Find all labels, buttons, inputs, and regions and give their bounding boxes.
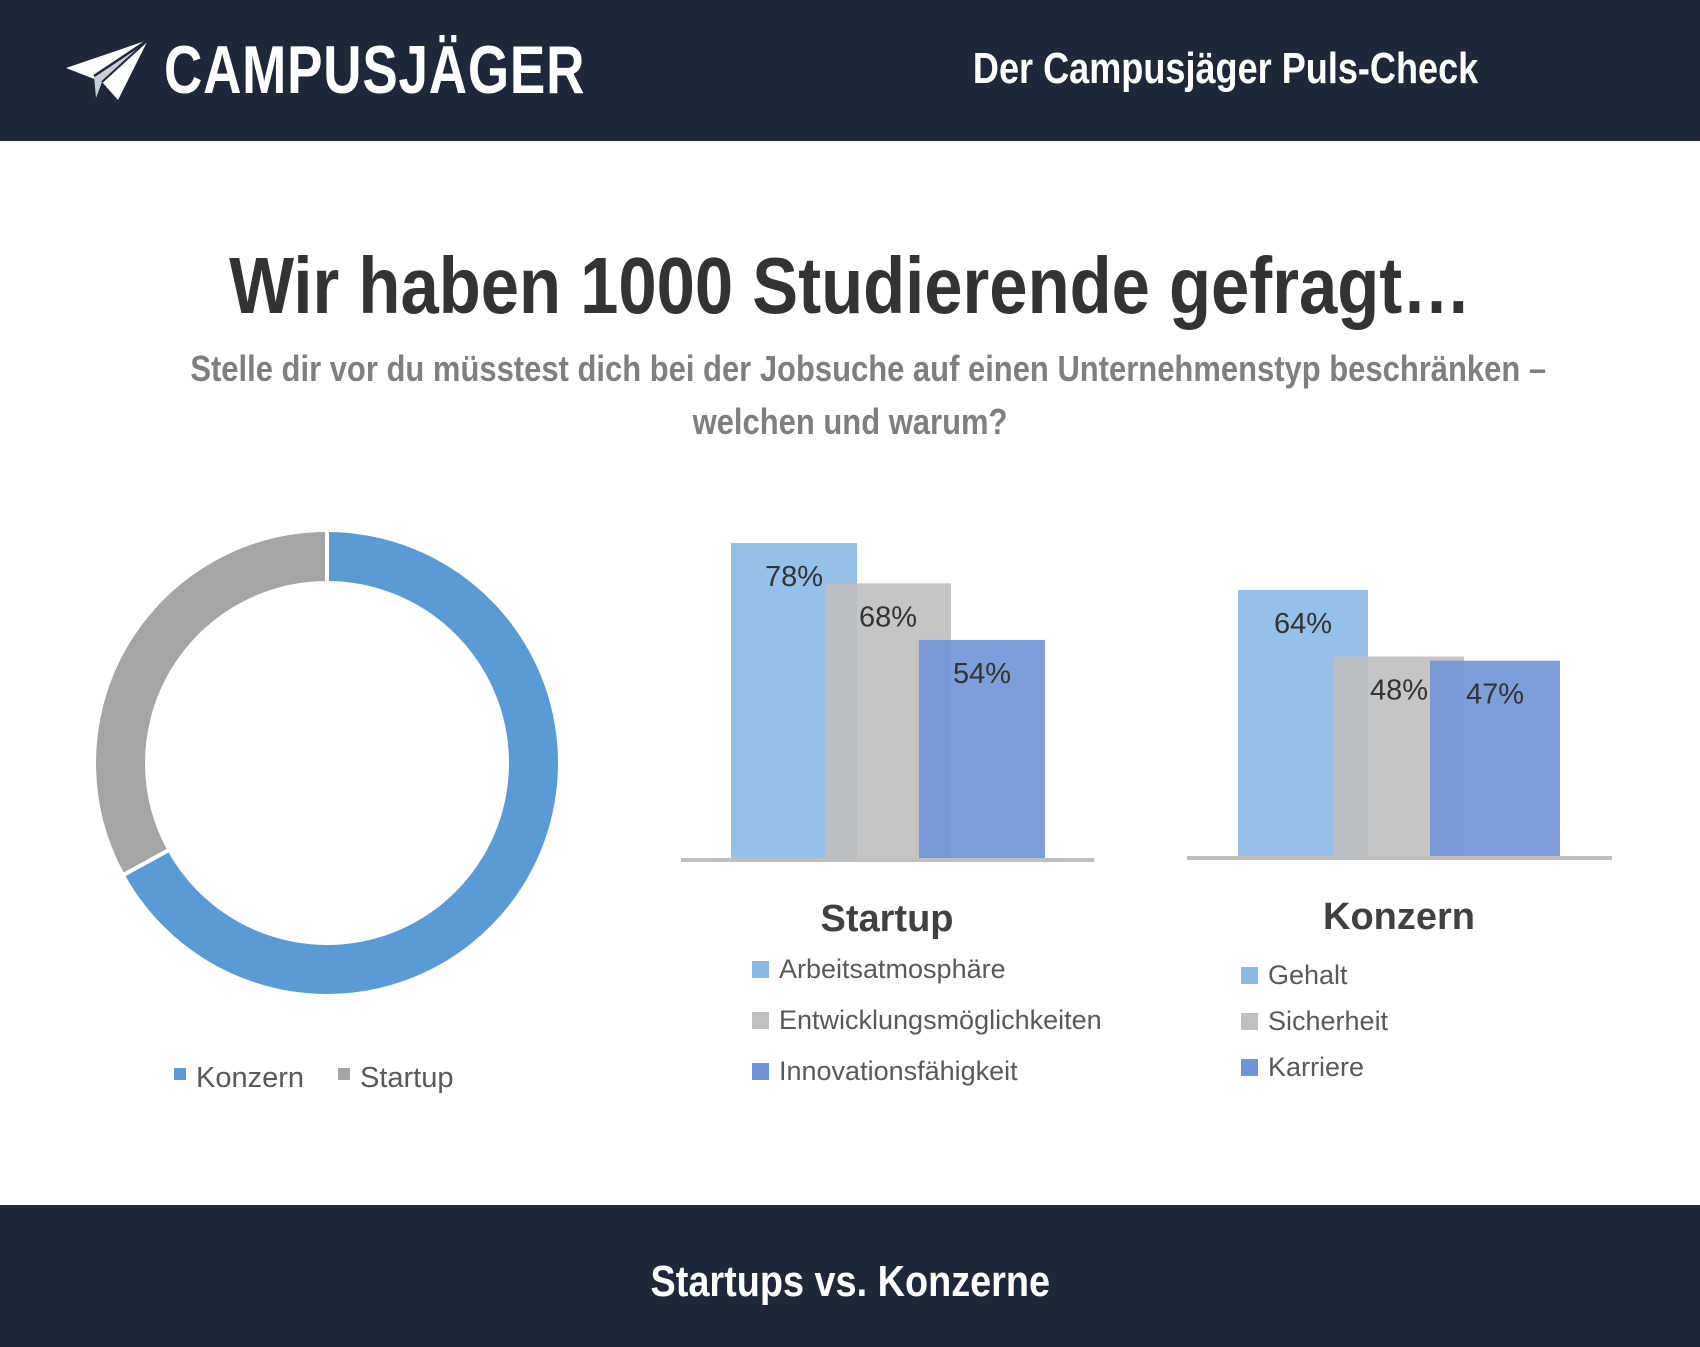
legend-swatch-sicherheit xyxy=(1241,1013,1258,1030)
bar-chart-title: Konzern xyxy=(1323,896,1475,938)
legend-swatch-innovationsfähigkeit xyxy=(752,1063,769,1080)
legend-label-arbeitsatmosphäre: Arbeitsatmosphäre xyxy=(779,954,1006,984)
legend-swatch-karriere xyxy=(1241,1059,1258,1076)
paper-plane-icon xyxy=(66,40,148,100)
bar-data-label: 54% xyxy=(953,658,1011,690)
header-bar: CAMPUSJÄGER Der Campusjäger Puls-Check xyxy=(0,0,1700,141)
donut-legend-swatch-startup xyxy=(338,1068,350,1080)
logo[interactable]: CAMPUSJÄGER xyxy=(66,30,704,110)
donut-legend-label-startup: Startup xyxy=(360,1062,454,1094)
header-tagline: Der Campusjäger Puls-Check xyxy=(972,44,1478,93)
footer-text: Startups vs. Konzerne xyxy=(650,1257,1050,1306)
bar-chart-title: Startup xyxy=(821,898,954,940)
bar-data-label: 68% xyxy=(859,601,917,633)
donut-legend-label-konzern: Konzern xyxy=(196,1062,304,1094)
footer-bar: Startups vs. Konzerne xyxy=(0,1205,1700,1347)
bar-innovationsfähigkeit xyxy=(919,639,1045,858)
bar-karriere xyxy=(1430,660,1560,856)
konzern-bar-chart: 64% 48% 47% Konzern Gehalt Sicherheit Karriere xyxy=(1187,590,1612,1082)
legend-swatch-gehalt xyxy=(1241,967,1258,984)
logo-text: CAMPUSJÄGER xyxy=(164,32,586,108)
x-axis-line xyxy=(681,858,1094,862)
bar-data-label: 48% xyxy=(1370,675,1428,707)
subtitle-line-1: Stelle dir vor du müsstest dich bei der … xyxy=(190,348,1547,389)
legend-label-entwicklungsmöglichkeiten: Entwicklungsmöglichkeiten xyxy=(779,1005,1102,1035)
subtitle-line-2: welchen und warum? xyxy=(692,401,1008,442)
legend-label-karriere: Karriere xyxy=(1268,1052,1364,1082)
donut-legend-swatch-konzern xyxy=(174,1068,186,1080)
legend-label-sicherheit: Sicherheit xyxy=(1268,1006,1389,1036)
legend-swatch-entwicklungsmöglichkeiten xyxy=(752,1012,769,1029)
bar-data-label: 64% xyxy=(1274,608,1332,640)
bar-data-label: 47% xyxy=(1466,679,1524,711)
donut-slice-konzern xyxy=(120,527,562,998)
donut-chart: Konzern Startup xyxy=(92,527,562,1094)
page-title: Wir haben 1000 Studierende gefragt… xyxy=(229,241,1471,330)
legend-label-innovationsfähigkeit: Innovationsfähigkeit xyxy=(779,1056,1018,1086)
legend-swatch-arbeitsatmosphäre xyxy=(752,961,769,978)
page-subtitle: Stelle dir vor du müsstest dich bei der … xyxy=(80,342,1620,448)
bar-data-label: 78% xyxy=(765,561,823,593)
startup-bar-chart: 78% 68% 54% Startup Arbeitsatmosphäre Entwick… xyxy=(681,543,1102,1086)
legend-label-gehalt: Gehalt xyxy=(1268,960,1348,990)
x-axis-line xyxy=(1187,856,1612,860)
donut-slice-startup xyxy=(92,527,329,878)
